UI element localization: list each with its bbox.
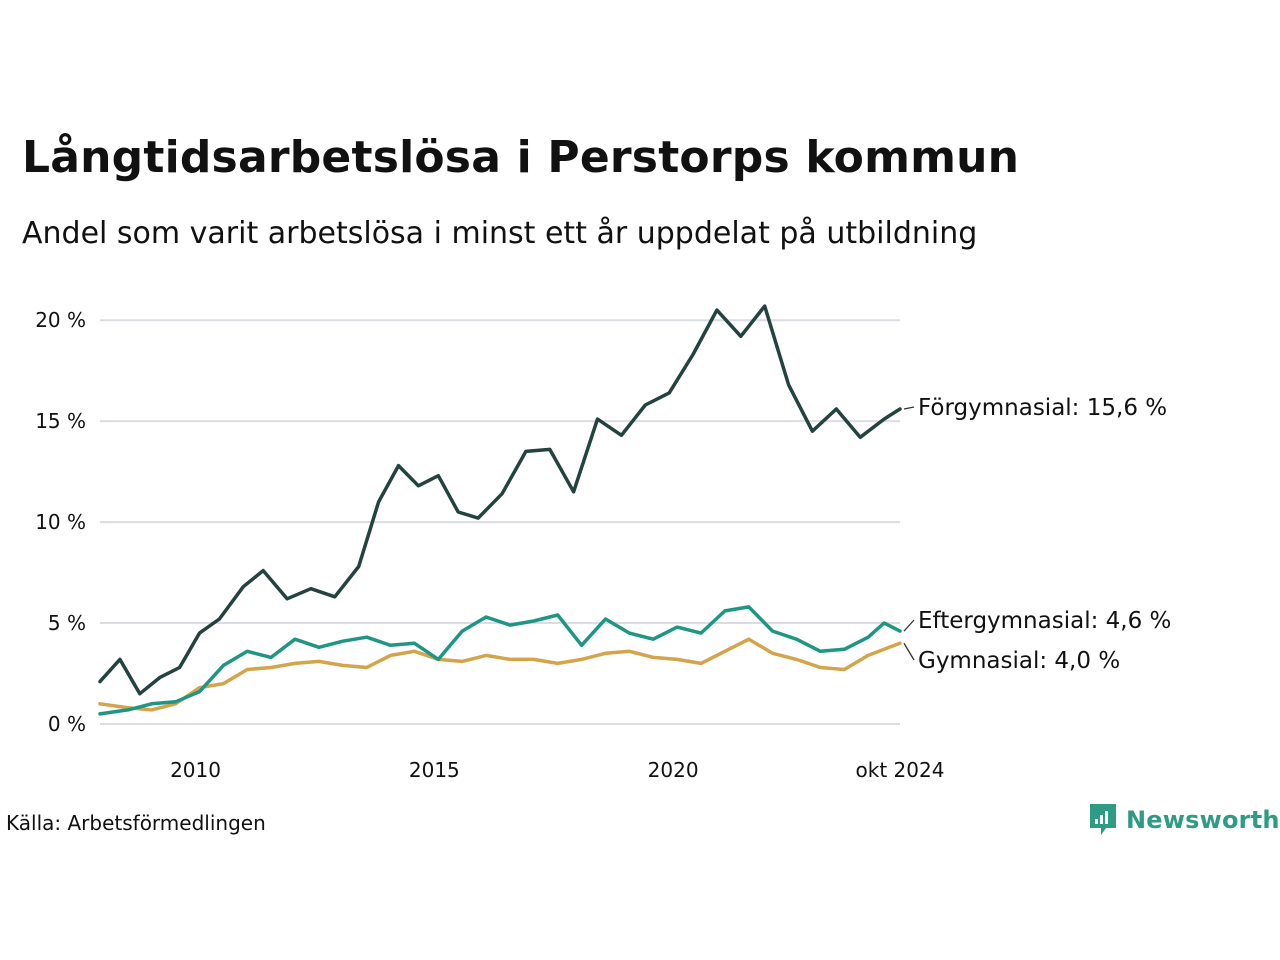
brand-name: Newsworthy (1126, 806, 1280, 834)
label-connector (903, 406, 915, 410)
x-axis: 2010 2015 2020 okt 2024 (170, 758, 944, 782)
series-end-label: Eftergymnasial: 4,6 % (918, 608, 1171, 634)
series-end-label: Förgymnasial: 15,6 % (918, 395, 1167, 421)
label-connector (903, 642, 915, 661)
y-tick-label: 10 % (35, 510, 86, 534)
y-tick-label: 0 % (48, 712, 86, 736)
x-tick-label: 2020 (648, 758, 699, 782)
series-lines (98, 304, 902, 716)
x-tick-label: 2015 (409, 758, 460, 782)
label-connector (903, 619, 915, 632)
x-tick-label: okt 2024 (856, 758, 945, 782)
series-line-gymnasial (98, 637, 902, 712)
series-end-label: Gymnasial: 4,0 % (918, 648, 1120, 674)
newsworthy-logo-icon (1090, 804, 1116, 835)
newsworthy-logo[interactable]: Newsworthy (1088, 802, 1280, 838)
chart-title: Långtidsarbetslösa i Perstorps kommun (22, 132, 1020, 183)
series-line-förgymnasial (98, 304, 902, 696)
source-note: Källa: Arbetsförmedlingen (6, 811, 266, 835)
y-tick-label: 15 % (35, 409, 86, 433)
y-axis: 0 % 5 % 10 % 15 % 20 % (35, 308, 86, 736)
y-tick-label: 20 % (35, 308, 86, 332)
grid-lines (100, 319, 900, 725)
x-tick-label: 2010 (170, 758, 221, 782)
chart-subtitle: Andel som varit arbetslösa i minst ett å… (22, 216, 978, 251)
series-line-eftergymnasial (98, 605, 902, 716)
y-tick-label: 5 % (48, 611, 86, 635)
series-end-labels: Förgymnasial: 15,6 % Eftergymnasial: 4,6 … (903, 395, 1171, 674)
